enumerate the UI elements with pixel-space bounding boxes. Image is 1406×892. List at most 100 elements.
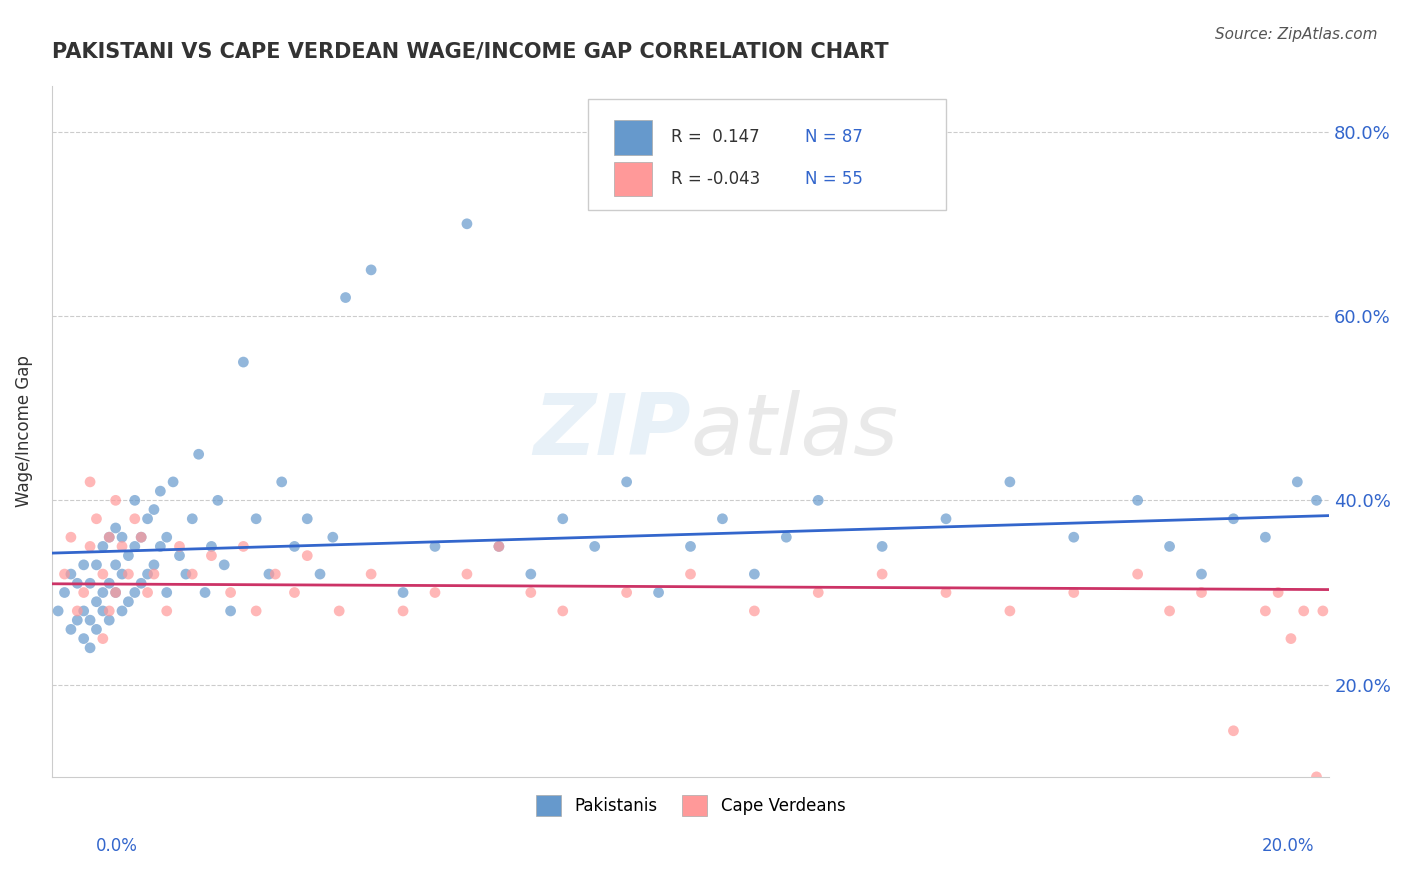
Point — [297, 549, 319, 563]
Point — [1286, 475, 1309, 489]
Point — [1279, 632, 1302, 646]
Point — [219, 604, 242, 618]
Point — [174, 567, 197, 582]
Legend: Pakistanis, Cape Verdeans: Pakistanis, Cape Verdeans — [527, 787, 853, 824]
Point — [1159, 540, 1181, 554]
FancyBboxPatch shape — [614, 161, 652, 196]
Point — [1254, 604, 1277, 618]
Point — [59, 567, 82, 582]
Text: R = -0.043: R = -0.043 — [671, 169, 761, 188]
Point — [322, 530, 344, 544]
Point — [66, 604, 89, 618]
Point — [181, 567, 204, 582]
Point — [73, 585, 96, 599]
Point — [79, 613, 101, 627]
Text: N = 55: N = 55 — [806, 169, 863, 188]
Point — [207, 493, 229, 508]
Point — [86, 558, 108, 572]
Point — [257, 567, 280, 582]
Point — [551, 604, 574, 618]
Point — [616, 475, 638, 489]
Point — [744, 567, 766, 582]
Point — [91, 567, 114, 582]
Point — [616, 585, 638, 599]
Point — [124, 512, 146, 526]
Point — [66, 576, 89, 591]
Point — [66, 613, 89, 627]
Point — [129, 530, 152, 544]
Point — [104, 521, 127, 535]
Text: ZIP: ZIP — [533, 390, 690, 473]
Point — [124, 493, 146, 508]
Point — [1305, 770, 1327, 784]
Text: N = 87: N = 87 — [806, 128, 863, 146]
Point — [679, 540, 702, 554]
Text: R =  0.147: R = 0.147 — [671, 128, 761, 146]
Point — [647, 585, 669, 599]
Point — [1191, 567, 1213, 582]
Point — [98, 604, 121, 618]
Point — [53, 585, 76, 599]
Point — [245, 512, 267, 526]
Point — [117, 549, 139, 563]
Point — [283, 585, 305, 599]
Point — [1292, 604, 1315, 618]
Point — [1191, 585, 1213, 599]
Point — [328, 604, 350, 618]
Point — [551, 512, 574, 526]
Point — [335, 291, 357, 305]
Point — [169, 549, 191, 563]
Point — [1222, 512, 1244, 526]
Point — [245, 604, 267, 618]
Point — [456, 217, 478, 231]
Point — [117, 595, 139, 609]
Point — [392, 604, 415, 618]
Point — [91, 604, 114, 618]
Point — [870, 567, 893, 582]
Point — [86, 623, 108, 637]
Point — [283, 540, 305, 554]
Point — [1312, 604, 1334, 618]
Point — [488, 540, 510, 554]
Point — [1159, 604, 1181, 618]
Point — [169, 540, 191, 554]
Point — [53, 567, 76, 582]
Text: 0.0%: 0.0% — [96, 837, 138, 855]
Point — [935, 512, 957, 526]
Point — [520, 567, 543, 582]
Text: atlas: atlas — [690, 390, 898, 473]
Point — [117, 567, 139, 582]
Point — [181, 512, 204, 526]
FancyBboxPatch shape — [588, 99, 946, 210]
Point — [142, 502, 165, 516]
Point — [59, 530, 82, 544]
Point — [1222, 723, 1244, 738]
Point — [129, 576, 152, 591]
Point — [212, 558, 235, 572]
Point — [98, 530, 121, 544]
Point — [73, 632, 96, 646]
Point — [270, 475, 292, 489]
Point — [200, 549, 222, 563]
Point — [711, 512, 734, 526]
Point — [1254, 530, 1277, 544]
Point — [104, 585, 127, 599]
Point — [1267, 585, 1289, 599]
Point — [91, 632, 114, 646]
Point — [136, 567, 159, 582]
Point — [104, 493, 127, 508]
Point — [1126, 567, 1149, 582]
Point — [156, 530, 179, 544]
Point — [309, 567, 332, 582]
Point — [73, 604, 96, 618]
FancyBboxPatch shape — [614, 120, 652, 154]
Point — [136, 585, 159, 599]
Text: PAKISTANI VS CAPE VERDEAN WAGE/INCOME GAP CORRELATION CHART: PAKISTANI VS CAPE VERDEAN WAGE/INCOME GA… — [52, 42, 889, 62]
Point — [98, 530, 121, 544]
Point — [807, 585, 830, 599]
Point — [104, 585, 127, 599]
Point — [775, 530, 797, 544]
Point — [124, 540, 146, 554]
Point — [111, 604, 134, 618]
Point — [111, 567, 134, 582]
